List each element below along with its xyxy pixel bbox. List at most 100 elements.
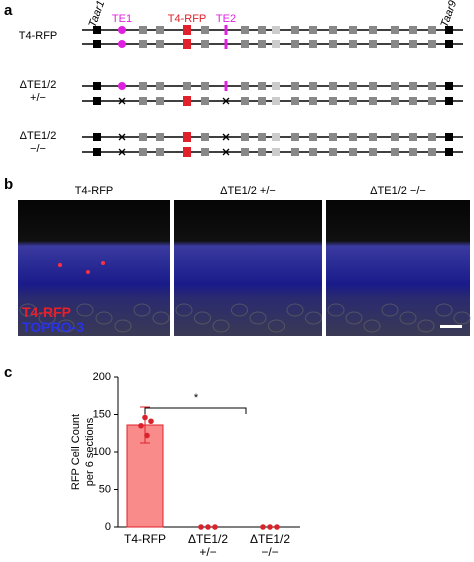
tissue-texture	[381, 303, 399, 317]
gene	[93, 148, 101, 156]
data-point	[198, 524, 204, 530]
tissue-texture	[152, 311, 170, 325]
gene	[201, 26, 209, 34]
y-tick-label: 50	[99, 483, 111, 495]
gene	[369, 26, 377, 34]
gene	[409, 82, 417, 90]
gene-label: TE2	[216, 13, 236, 25]
gene	[241, 26, 249, 34]
gene	[241, 148, 249, 156]
gene	[428, 148, 436, 156]
gene	[258, 40, 266, 48]
tissue-texture	[453, 311, 471, 325]
significance-bracket	[144, 407, 247, 414]
tissue-texture	[345, 311, 363, 325]
micrograph	[326, 200, 470, 336]
x-tick-label: T4-RFP	[124, 532, 166, 546]
gene	[272, 82, 280, 90]
gene	[258, 148, 266, 156]
panel-label: b	[4, 176, 14, 193]
deletion-mark	[222, 97, 230, 105]
tissue-texture	[19, 303, 37, 317]
tissue-texture	[114, 319, 132, 333]
deletion-mark	[222, 133, 230, 141]
gene	[93, 40, 101, 48]
gene	[428, 133, 436, 141]
reporter	[183, 25, 191, 35]
gene-label: Taar1	[87, 0, 108, 29]
data-point	[260, 524, 266, 530]
gene	[428, 26, 436, 34]
data-point	[148, 418, 154, 425]
gene	[309, 97, 317, 105]
tissue-texture	[57, 319, 75, 333]
data-point	[205, 524, 211, 530]
image-title: ΔTE1/2 −/−	[370, 185, 426, 197]
tissue-texture	[286, 303, 304, 317]
gene	[369, 97, 377, 105]
scale-bar	[440, 325, 462, 328]
gene	[309, 82, 317, 90]
gene	[391, 148, 399, 156]
gene	[329, 40, 337, 48]
gene	[156, 148, 164, 156]
gene	[139, 97, 147, 105]
gene	[156, 133, 164, 141]
gene	[272, 40, 280, 48]
gene	[201, 148, 209, 156]
tissue-texture	[268, 319, 285, 333]
gene	[291, 82, 299, 90]
gene	[258, 26, 266, 34]
tissue-texture	[305, 311, 322, 325]
rfp-cell	[58, 263, 62, 267]
gene	[445, 133, 453, 141]
row-label: T4-RFP	[18, 30, 58, 42]
tissue-texture	[249, 311, 267, 325]
deletion-mark	[222, 148, 230, 156]
rfp-cell	[101, 261, 105, 265]
enhancer	[118, 40, 126, 48]
row-label: ΔTE1/2 +/−	[19, 79, 57, 104]
gene-label: T4-RFP	[168, 13, 207, 25]
gene	[183, 82, 191, 90]
gene	[391, 82, 399, 90]
gene	[309, 26, 317, 34]
gene	[241, 82, 249, 90]
gene	[139, 133, 147, 141]
gene	[272, 26, 280, 34]
gene	[428, 97, 436, 105]
gene	[409, 40, 417, 48]
reporter	[183, 147, 191, 157]
gene-label: TE1	[112, 13, 132, 25]
gene	[309, 40, 317, 48]
gene	[139, 82, 147, 90]
gene	[139, 26, 147, 34]
gene	[349, 26, 357, 34]
stain-label: TOPRO-3	[22, 319, 84, 335]
gene	[272, 133, 280, 141]
gene	[369, 148, 377, 156]
rfp-cell	[86, 270, 90, 274]
image-title: ΔTE1/2 +/−	[220, 185, 276, 197]
y-tick-label: 200	[93, 371, 111, 383]
gene	[349, 133, 357, 141]
y-axis-sublabel: per 6 sections	[84, 417, 96, 486]
gene	[391, 133, 399, 141]
gene-label: Taar9	[439, 0, 460, 29]
y-axis-label: RFP Cell Count	[70, 414, 82, 490]
x-tick-label: ΔTE1/2 +/−	[187, 532, 229, 559]
tissue-texture	[194, 311, 211, 325]
gene	[156, 26, 164, 34]
gene	[139, 148, 147, 156]
gene	[428, 40, 436, 48]
data-point	[144, 432, 150, 439]
gene	[369, 82, 377, 90]
row-label: ΔTE1/2 −/−	[19, 130, 57, 155]
gene	[349, 148, 357, 156]
gene	[201, 40, 209, 48]
gene	[329, 26, 337, 34]
data-point	[142, 414, 148, 421]
gene	[391, 97, 399, 105]
